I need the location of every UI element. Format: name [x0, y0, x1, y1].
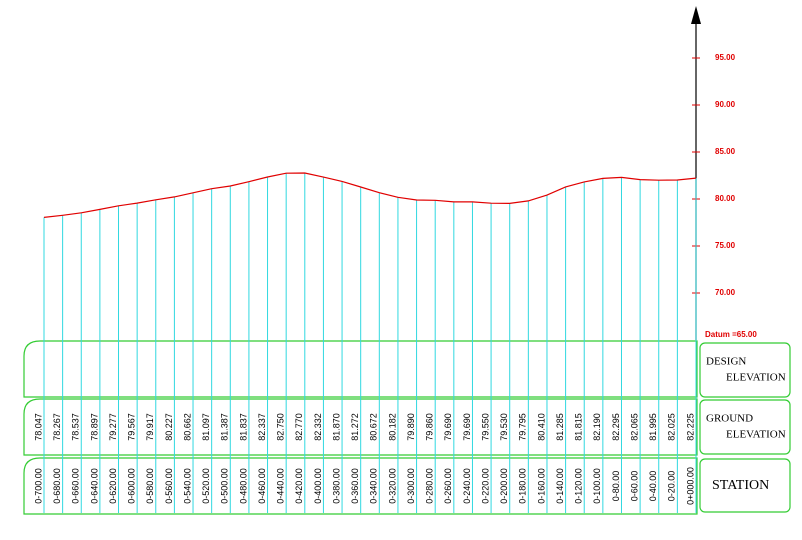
station-label: 0-620.00 — [108, 468, 118, 504]
ground-elevation-label: 82.190 — [592, 413, 602, 441]
ground-elevation-label: 80.182 — [387, 413, 397, 441]
station-label: 0-540.00 — [182, 468, 192, 504]
station-label: 0-120.00 — [574, 468, 584, 504]
station-label: 0-460.00 — [257, 468, 267, 504]
ground-elevation-label: 82.225 — [685, 413, 695, 441]
station-label: 0-600.00 — [127, 468, 137, 504]
station-label: 0-360.00 — [350, 468, 360, 504]
station-label: 0-140.00 — [555, 468, 565, 504]
ground-elevation-label: 82.065 — [629, 413, 639, 441]
ground-label: ELEVATION — [726, 429, 786, 441]
ground-elevation-label: 81.387 — [220, 413, 230, 441]
y-tick-label: 80.00 — [715, 194, 736, 203]
ground-elevation-label: 82.025 — [667, 413, 677, 441]
ground-elevation-label: 79.690 — [443, 413, 453, 441]
y-tick-label: 90.00 — [715, 100, 736, 109]
ground-elevation-label: 79.890 — [406, 413, 416, 441]
station-label: 0-200.00 — [499, 468, 509, 504]
ground-elevation-label: 82.337 — [257, 413, 267, 441]
ground-elevation-label: 81.097 — [201, 413, 211, 441]
ground-elevation-label: 81.837 — [238, 413, 248, 441]
station-label: 0-20.00 — [667, 471, 677, 502]
station-label: 0-240.00 — [462, 468, 472, 504]
ground-elevation-label: 82.332 — [313, 413, 323, 441]
ground-elevation-label: 80.662 — [182, 413, 192, 441]
ground-elevation-label: 79.567 — [127, 413, 137, 441]
ground-elevation-label: 80.410 — [536, 413, 546, 441]
station-label: 0-480.00 — [238, 468, 248, 504]
ground-elevation-label: 82.770 — [294, 413, 304, 441]
ground-elevation-label: 78.267 — [52, 413, 62, 441]
station-label: 0-280.00 — [425, 468, 435, 504]
ground-elevation-label: 79.530 — [499, 413, 509, 441]
axis-arrow — [691, 6, 701, 24]
station-label: 0-380.00 — [331, 468, 341, 504]
station-label: 0-400.00 — [313, 468, 323, 504]
station-label: 0-100.00 — [592, 468, 602, 504]
station-label: 0-500.00 — [220, 468, 230, 504]
ground-row — [23, 398, 698, 456]
ground-profile — [43, 172, 697, 218]
station-label: 0-180.00 — [518, 468, 528, 504]
y-tick-label: 70.00 — [715, 288, 736, 297]
station-label: 0-260.00 — [443, 468, 453, 504]
ground-elevation-label: 79.277 — [108, 413, 118, 441]
station-label-box — [699, 458, 791, 513]
frames — [23, 340, 791, 515]
y-tick-label: 95.00 — [715, 53, 736, 62]
station-label: STATION — [712, 478, 769, 493]
ground-elevation-label: 82.750 — [276, 413, 286, 441]
y-tick-label: 75.00 — [715, 241, 736, 250]
station-label: 0-60.00 — [629, 471, 639, 502]
station-label: 0-660.00 — [71, 468, 81, 504]
station-label: 0-560.00 — [164, 468, 174, 504]
station-label: 0-580.00 — [145, 468, 155, 504]
ground-elevation-label: 78.047 — [33, 413, 43, 441]
ground-elevation-label: 81.272 — [350, 413, 360, 441]
ground-elevation-label: 80.672 — [369, 413, 379, 441]
ground-elevation-label: 79.860 — [425, 413, 435, 441]
station-label: 0-440.00 — [276, 468, 286, 504]
ground-elevation-label: 81.995 — [648, 413, 658, 441]
design-label-box — [699, 342, 791, 398]
station-label: 0-160.00 — [536, 468, 546, 504]
ground-elevation-label: 82.295 — [611, 413, 621, 441]
station-label: 0-640.00 — [89, 468, 99, 504]
ground-elevation-label: 78.537 — [71, 413, 81, 441]
ground-elevation-label: 79.550 — [480, 413, 490, 441]
ground-elevation-label: 81.870 — [331, 413, 341, 441]
station-label: 0-40.00 — [648, 471, 658, 502]
design-row — [23, 340, 698, 398]
datum-label: Datum =65.00 — [705, 330, 757, 339]
design-label: ELEVATION — [726, 372, 786, 384]
ground-label: GROUND — [706, 413, 753, 425]
station-label: 0-320.00 — [387, 468, 397, 504]
station-label: 0-340.00 — [369, 468, 379, 504]
ground-elevation-label: 81.815 — [574, 413, 584, 441]
station-label: 0-680.00 — [52, 468, 62, 504]
station-label: 0-300.00 — [406, 468, 416, 504]
station-label: 0-420.00 — [294, 468, 304, 504]
ground-label-box — [699, 399, 791, 455]
ground-elevation-label: 78.897 — [89, 413, 99, 441]
station-label: 0+000.00 — [685, 467, 695, 505]
ground-elevation-label: 79.795 — [518, 413, 528, 441]
ground-elevation-label: 79.690 — [462, 413, 472, 441]
station-label: 0-700.00 — [33, 468, 43, 504]
station-label: 0-520.00 — [201, 468, 211, 504]
ground-elevation-label: 81.285 — [555, 413, 565, 441]
station-label: 0-80.00 — [611, 471, 621, 502]
ground-elevation-label: 80.227 — [164, 413, 174, 441]
design-label: DESIGN — [706, 356, 746, 368]
station-label: 0-220.00 — [480, 468, 490, 504]
station-row — [23, 457, 698, 515]
y-tick-label: 85.00 — [715, 147, 736, 156]
ground-elevation-label: 79.917 — [145, 413, 155, 441]
